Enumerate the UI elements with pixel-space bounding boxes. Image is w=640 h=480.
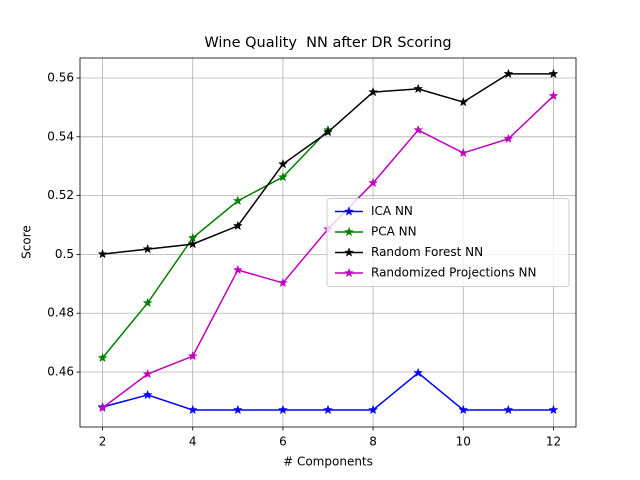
point-marker: [232, 195, 243, 206]
legend-label: Random Forest NN: [371, 245, 483, 259]
point-marker: [232, 264, 243, 275]
point-marker: [277, 158, 288, 169]
point-marker: [277, 404, 288, 415]
point-marker: [413, 83, 424, 94]
point-marker: [97, 402, 108, 413]
legend-label: Randomized Projections NN: [371, 266, 537, 280]
point-marker: [277, 171, 288, 182]
y-tick-label: 0.48: [47, 306, 74, 320]
point-marker: [548, 68, 559, 79]
legend-marker: [343, 206, 355, 216]
x-tick-label: 8: [369, 435, 377, 449]
point-marker: [97, 352, 108, 363]
point-marker: [322, 126, 334, 137]
x-tick-label: 2: [99, 435, 107, 449]
y-tick-label: 0.5: [55, 247, 74, 261]
chart-title: Wine Quality NN after DR Scoring: [204, 35, 451, 51]
point-marker: [548, 404, 559, 415]
series-line: [101, 129, 329, 359]
point-marker: [232, 220, 243, 231]
point-marker: [142, 243, 153, 254]
legend-marker: [343, 247, 355, 257]
x-tick-label: 12: [546, 435, 561, 449]
point-marker: [548, 90, 559, 101]
point-marker: [458, 147, 469, 158]
point-marker: [142, 389, 153, 400]
legend-marker: [343, 226, 355, 237]
legend-box: [326, 198, 570, 287]
y-tick-label: 0.52: [47, 188, 74, 202]
x-tick-label: 4: [189, 435, 197, 449]
x-tick-label: 10: [456, 435, 471, 449]
point-marker: [503, 68, 514, 79]
point-marker: [277, 277, 288, 288]
point-marker: [142, 368, 153, 379]
point-marker: [232, 404, 243, 415]
y-tick-label: 0.46: [47, 365, 74, 379]
point-marker: [413, 367, 424, 378]
legend: ICA NN PCA NN Random Forest NN Randomized P…: [326, 198, 570, 287]
point-marker: [503, 133, 514, 144]
legend-label: ICA NN: [371, 204, 413, 218]
legend-marker: [343, 267, 355, 278]
point-marker: [368, 177, 379, 188]
y-axis-label: Score: [20, 225, 34, 259]
point-marker: [368, 404, 379, 415]
point-marker: [322, 404, 334, 415]
point-marker: [503, 404, 514, 415]
legend-label: PCA NN: [371, 225, 417, 239]
x-tick-label: 6: [279, 435, 287, 449]
point-marker: [142, 297, 153, 308]
y-tick-label: 0.54: [47, 129, 74, 143]
point-marker: [368, 86, 379, 97]
y-tick-label: 0.56: [47, 70, 74, 84]
point-marker: [413, 124, 424, 135]
point-marker: [187, 404, 198, 415]
point-marker: [187, 238, 198, 249]
point-marker: [187, 350, 198, 361]
point-marker: [458, 96, 469, 107]
plot-frame: [79, 57, 577, 428]
point-marker: [97, 248, 108, 259]
point-marker: [458, 404, 469, 415]
x-axis-label: # Components: [283, 455, 373, 469]
